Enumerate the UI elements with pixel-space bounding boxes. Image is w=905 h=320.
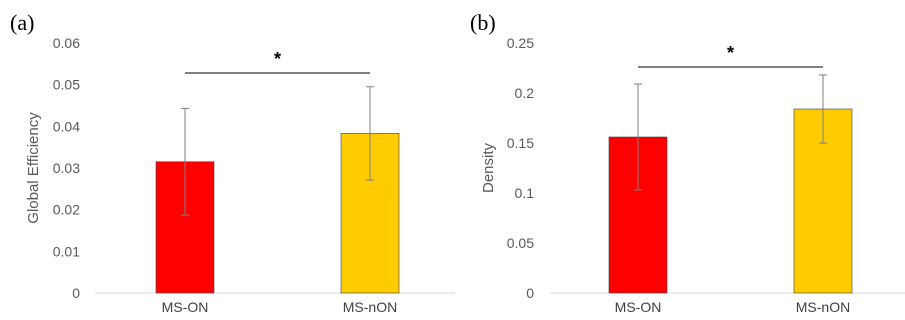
x-category-label: MS-nON xyxy=(796,299,850,315)
x-category-label: MS-ON xyxy=(162,299,209,315)
significance-marker: * xyxy=(274,49,281,69)
panel-label: (b) xyxy=(470,10,496,35)
y-tick-label: 0.04 xyxy=(53,118,80,134)
y-tick-label: 0.05 xyxy=(507,235,534,251)
y-tick-label: 0.05 xyxy=(53,77,80,93)
panel-label: (a) xyxy=(10,10,34,35)
x-category-label: MS-nON xyxy=(343,299,397,315)
y-axis-title: Global Efficiency xyxy=(25,112,42,224)
y-tick-label: 0.03 xyxy=(53,160,80,176)
x-category-label: MS-ON xyxy=(615,299,662,315)
significance-marker: * xyxy=(727,43,734,63)
y-tick-label: 0.2 xyxy=(515,85,535,101)
panel-b-density-chart: (b) 0 0.05 0.1 0.15 0.2 0.25 Density MS-ON MS-nON… xyxy=(470,10,905,315)
y-tick-label: 0.1 xyxy=(515,185,535,201)
panel-a-efficiency-chart: (a) 0 0.01 0.02 0.03 0.04 0.05 0.06 Global Effic… xyxy=(10,10,455,315)
y-tick-label: 0.15 xyxy=(507,135,534,151)
y-tick-label: 0.25 xyxy=(507,35,534,51)
y-tick-label: 0.01 xyxy=(53,243,80,259)
y-tick-label: 0 xyxy=(526,285,534,301)
y-tick-label: 0.06 xyxy=(53,35,80,51)
y-axis-title: Density xyxy=(480,142,497,193)
y-tick-label: 0.02 xyxy=(53,202,80,218)
y-tick-label: 0 xyxy=(72,285,80,301)
